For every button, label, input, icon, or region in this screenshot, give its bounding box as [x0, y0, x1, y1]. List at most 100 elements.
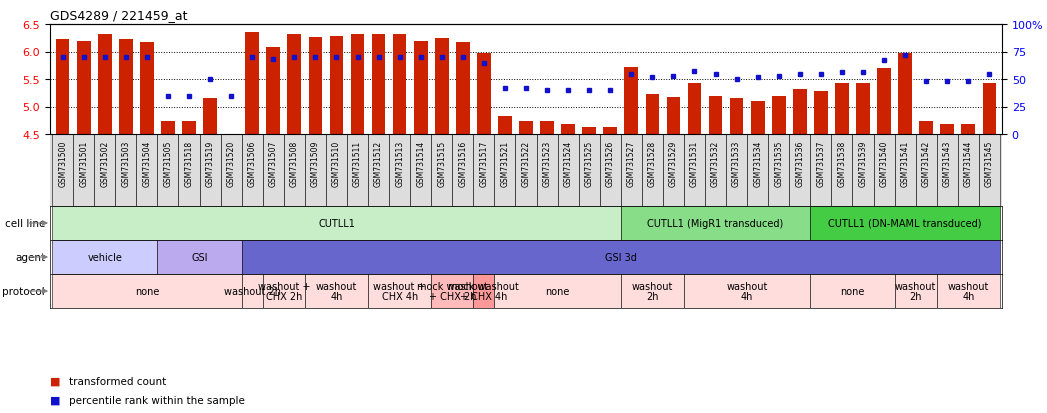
Bar — [242, 135, 263, 206]
Bar — [98, 35, 112, 135]
Bar — [369, 274, 431, 308]
Bar — [624, 68, 639, 135]
Text: none: none — [841, 286, 865, 296]
Text: washout
2h: washout 2h — [631, 281, 673, 301]
Bar — [768, 135, 789, 206]
Text: GSM731533: GSM731533 — [732, 140, 741, 187]
Text: GSM731513: GSM731513 — [395, 140, 404, 187]
Bar — [347, 135, 369, 206]
Text: CUTLL1: CUTLL1 — [318, 218, 355, 228]
Text: GSM731540: GSM731540 — [879, 140, 889, 187]
Bar — [305, 135, 326, 206]
Bar — [582, 128, 596, 135]
Text: GSM731523: GSM731523 — [542, 140, 552, 187]
Bar — [873, 135, 894, 206]
Text: GSM731512: GSM731512 — [374, 140, 383, 186]
Bar — [73, 135, 94, 206]
Bar — [726, 135, 748, 206]
Bar — [667, 98, 681, 135]
Text: ■: ■ — [50, 395, 61, 405]
Bar — [221, 135, 242, 206]
Bar — [326, 135, 347, 206]
Bar — [894, 135, 916, 206]
Bar — [916, 135, 937, 206]
Bar — [284, 135, 305, 206]
Text: GSM731501: GSM731501 — [80, 140, 88, 187]
Text: GSM731506: GSM731506 — [248, 140, 257, 187]
Text: CUTLL1 (MigR1 transduced): CUTLL1 (MigR1 transduced) — [647, 218, 784, 228]
Bar — [709, 97, 722, 135]
Bar — [119, 40, 133, 135]
Text: GSM731524: GSM731524 — [563, 140, 573, 187]
Bar — [498, 116, 512, 135]
Text: GSM731502: GSM731502 — [101, 140, 109, 187]
Text: percentile rank within the sample: percentile rank within the sample — [69, 395, 245, 405]
Bar — [600, 135, 621, 206]
Bar — [772, 97, 785, 135]
Bar — [203, 99, 217, 135]
Text: GSM731519: GSM731519 — [205, 140, 215, 187]
Bar — [684, 274, 810, 308]
Bar — [393, 35, 406, 135]
Bar — [856, 84, 870, 135]
Bar — [369, 135, 389, 206]
Text: GSM731510: GSM731510 — [332, 140, 341, 187]
Text: GSM731511: GSM731511 — [353, 140, 362, 186]
Text: GSM731522: GSM731522 — [521, 140, 531, 186]
Bar — [200, 135, 221, 206]
Text: GSM731531: GSM731531 — [690, 140, 699, 187]
Text: washout
4h: washout 4h — [316, 281, 357, 301]
Text: GSM731536: GSM731536 — [796, 140, 804, 187]
Text: none: none — [135, 286, 159, 296]
Text: GSM731518: GSM731518 — [184, 140, 194, 186]
Bar — [431, 274, 473, 308]
Bar — [389, 135, 410, 206]
Bar — [940, 125, 954, 135]
Text: vehicle: vehicle — [87, 252, 122, 262]
Bar — [55, 40, 69, 135]
Text: GSM731527: GSM731527 — [627, 140, 636, 187]
Text: GSI 3d: GSI 3d — [605, 252, 637, 262]
Bar — [536, 135, 558, 206]
Bar — [245, 33, 259, 135]
Bar — [642, 135, 663, 206]
Bar — [431, 135, 452, 206]
Text: transformed count: transformed count — [69, 376, 166, 386]
Bar — [477, 53, 491, 135]
Bar — [52, 240, 157, 274]
Bar — [663, 135, 684, 206]
Bar — [877, 69, 891, 135]
Bar — [351, 36, 364, 135]
Bar — [793, 90, 806, 135]
Bar — [898, 54, 912, 135]
Bar — [178, 135, 200, 206]
Text: GSI: GSI — [192, 252, 207, 262]
Text: GSM731544: GSM731544 — [964, 140, 973, 187]
Bar — [730, 99, 743, 135]
Text: GSM731516: GSM731516 — [459, 140, 467, 187]
Bar — [961, 125, 975, 135]
Bar — [473, 274, 494, 308]
Bar — [789, 135, 810, 206]
Text: GSM731521: GSM731521 — [500, 140, 510, 186]
Text: GSM731542: GSM731542 — [921, 140, 931, 187]
Text: GSM731525: GSM731525 — [584, 140, 594, 187]
Bar — [435, 39, 448, 135]
Bar — [52, 274, 242, 308]
Bar — [242, 240, 1000, 274]
Text: GSM731505: GSM731505 — [163, 140, 173, 187]
Bar — [372, 35, 385, 135]
Bar — [263, 135, 284, 206]
Text: GSM731534: GSM731534 — [753, 140, 762, 187]
Text: GSM731529: GSM731529 — [669, 140, 678, 187]
Bar — [937, 274, 1000, 308]
Text: cell line: cell line — [5, 218, 45, 228]
Bar — [140, 43, 154, 135]
Bar — [621, 206, 810, 240]
Bar — [705, 135, 726, 206]
Bar — [115, 135, 136, 206]
Bar — [688, 84, 701, 135]
Text: agent: agent — [15, 252, 45, 262]
Text: GSM731543: GSM731543 — [942, 140, 952, 187]
Bar — [456, 43, 470, 135]
